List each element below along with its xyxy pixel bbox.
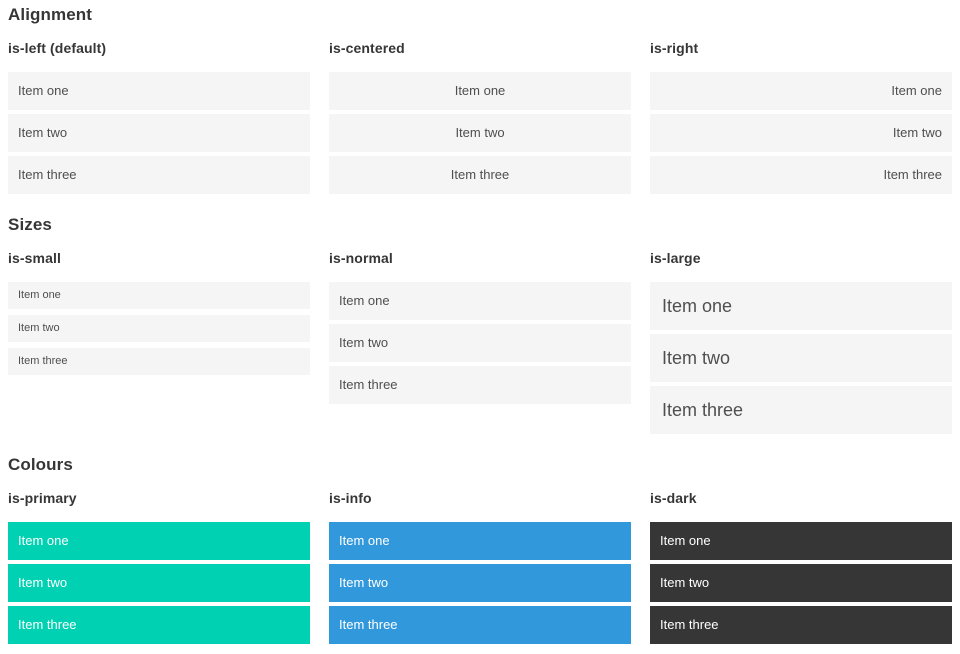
list-item: Item three: [8, 606, 310, 644]
list-item: Item two: [650, 114, 952, 152]
section-title: Alignment: [8, 5, 93, 24]
list-item: Item three: [650, 156, 952, 194]
list-item: Item two: [8, 315, 310, 342]
variant-is-normal: is-normal Item one Item two Item three: [329, 236, 631, 408]
variant-is-dark: is-dark Item one Item two Item three: [650, 476, 952, 648]
item-list: Item one Item two Item three: [329, 72, 631, 194]
colours-grid: is-primary Item one Item two Item three …: [8, 476, 952, 648]
list-item: Item one: [650, 72, 952, 110]
list-item: Item three: [329, 606, 631, 644]
list-item: Item two: [329, 324, 631, 362]
item-list: Item one Item two Item three: [329, 282, 631, 404]
variant-heading: is-centered: [329, 40, 405, 56]
item-list: Item one Item two Item three: [650, 282, 952, 434]
list-item: Item three: [650, 386, 952, 434]
list-item: Item three: [650, 606, 952, 644]
list-item: Item two: [650, 334, 952, 382]
variant-heading: is-normal: [329, 250, 393, 266]
item-list: Item one Item two Item three: [8, 72, 310, 194]
variant-heading: is-small: [8, 250, 61, 266]
list-item: Item three: [329, 366, 631, 404]
item-list: Item one Item two Item three: [8, 282, 310, 375]
section-title: Colours: [8, 455, 73, 474]
section-colours: Colours is-primary Item one Item two Ite…: [8, 454, 952, 648]
section-sizes: Sizes is-small Item one Item two Item th…: [8, 214, 952, 438]
item-list: Item one Item two Item three: [8, 522, 310, 644]
list-item: Item two: [650, 564, 952, 602]
list-item: Item two: [8, 114, 310, 152]
variant-is-centered: is-centered Item one Item two Item three: [329, 26, 631, 198]
variant-heading: is-info: [329, 490, 372, 506]
list-item: Item one: [329, 282, 631, 320]
list-item: Item one: [8, 72, 310, 110]
variant-is-large: is-large Item one Item two Item three: [650, 236, 952, 438]
section-alignment: Alignment is-left (default) Item one Ite…: [8, 4, 952, 198]
list-item: Item one: [8, 282, 310, 309]
list-item: Item three: [8, 348, 310, 375]
list-item: Item two: [329, 114, 631, 152]
variant-is-primary: is-primary Item one Item two Item three: [8, 476, 310, 648]
sizes-grid: is-small Item one Item two Item three is…: [8, 236, 952, 438]
item-list: Item one Item two Item three: [650, 72, 952, 194]
list-item: Item three: [8, 156, 310, 194]
section-title: Sizes: [8, 215, 52, 234]
list-item: Item one: [8, 522, 310, 560]
list-item: Item one: [650, 522, 952, 560]
alignment-grid: is-left (default) Item one Item two Item…: [8, 26, 952, 198]
list-item: Item one: [329, 522, 631, 560]
list-item: Item three: [329, 156, 631, 194]
list-item: Item two: [329, 564, 631, 602]
list-item: Item two: [8, 564, 310, 602]
variant-heading: is-left (default): [8, 40, 107, 56]
item-list: Item one Item two Item three: [650, 522, 952, 644]
variant-heading: is-right: [650, 40, 699, 56]
variant-heading: is-large: [650, 250, 701, 266]
list-item: Item one: [329, 72, 631, 110]
list-item: Item one: [650, 282, 952, 330]
variant-is-small: is-small Item one Item two Item three: [8, 236, 310, 381]
variant-is-right: is-right Item one Item two Item three: [650, 26, 952, 198]
variant-heading: is-primary: [8, 490, 77, 506]
variant-is-left: is-left (default) Item one Item two Item…: [8, 26, 310, 198]
item-list: Item one Item two Item three: [329, 522, 631, 644]
variant-heading: is-dark: [650, 490, 697, 506]
variant-is-info: is-info Item one Item two Item three: [329, 476, 631, 648]
